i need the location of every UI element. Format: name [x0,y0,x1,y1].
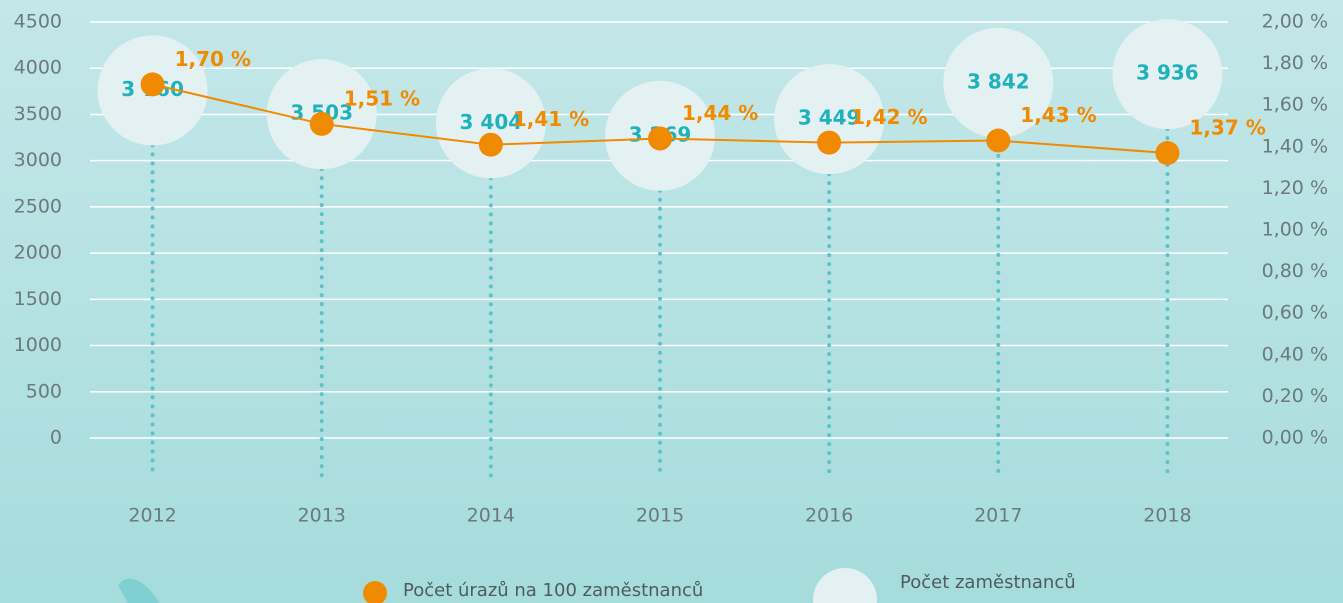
line-label: 1,41 % [513,107,589,131]
line-label: 1,70 % [175,47,251,71]
y2-tick-label: 1,60 % [1262,94,1328,116]
legend-label: Počet zaměstnanců [900,572,1076,593]
bubble-label: 3 936 [1136,61,1199,85]
bubble [774,64,885,175]
y2-tick-label: 1,20 % [1262,177,1328,199]
x-tick-label: 2016 [805,505,853,527]
bubble-label: 3 449 [798,106,861,130]
y-tick-label: 0 [50,427,62,449]
line-label: 1,51 % [344,86,420,110]
x-tick-label: 2015 [636,505,684,527]
x-tick-label: 2013 [298,505,346,527]
line-dot [1155,141,1180,166]
line-dot [817,130,842,155]
y2-tick-label: 1,40 % [1262,135,1328,157]
bubble-label: 3 842 [967,69,1030,93]
y-tick-label: 500 [26,380,62,402]
y2-tick-label: 1,80 % [1262,52,1328,74]
y-tick-label: 1000 [14,334,62,356]
line-dot [309,111,334,136]
x-tick-label: 2018 [1143,505,1191,527]
line-label: 1,42 % [851,105,927,129]
y-tick-label: 2000 [14,242,62,264]
line-label: 1,37 % [1189,116,1265,140]
line-dot [648,126,672,151]
bubble [943,27,1054,138]
bubble-label: 3 404 [460,110,523,134]
y2-tick-label: 0,60 % [1262,302,1328,324]
y-tick-label: 4500 [14,11,62,33]
line-label: 1,44 % [682,101,758,125]
y-tick-label: 3000 [14,149,62,171]
line-label: 1,43 % [1020,103,1096,127]
x-tick-label: 2012 [128,505,176,527]
y2-tick-label: 0,80 % [1262,260,1328,282]
y2-tick-label: 2,00 % [1262,11,1328,33]
y-tick-label: 2500 [14,195,62,217]
y2-tick-label: 1,00 % [1262,219,1328,241]
y2-tick-label: 0,40 % [1262,343,1328,365]
bubble [1112,19,1223,130]
y-tick-label: 4000 [14,57,62,79]
y-tick-label: 3500 [14,103,62,125]
line-dot [140,72,165,97]
y2-tick-label: 0,20 % [1262,385,1328,407]
y2-tick-label: 0,00 % [1262,427,1328,449]
line-dot [478,132,503,157]
legend-label: Počet úrazů na 100 zaměstnanců [403,580,703,601]
legend-swatch [813,568,877,603]
legend-swatch [363,581,387,603]
decor-icon [118,578,160,603]
x-tick-label: 2017 [974,505,1022,527]
x-tick-label: 2014 [467,505,515,527]
y-tick-label: 1500 [14,288,62,310]
line-dot [986,128,1011,153]
bubble [435,68,546,179]
